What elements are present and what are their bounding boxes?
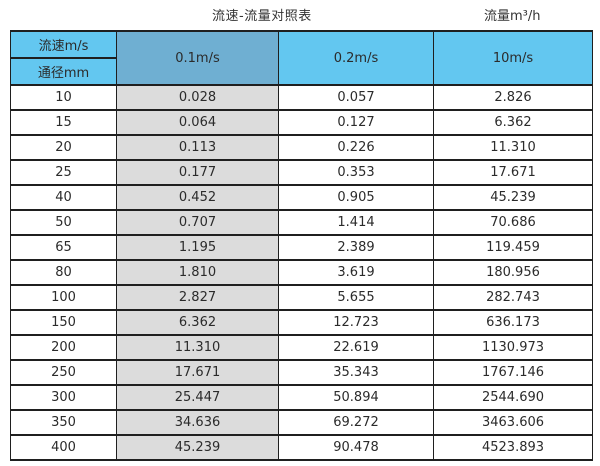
page-title: 流速-流量对照表 (212, 9, 312, 24)
table-row: 200 11.310 22.619 1130.973 (10, 334, 593, 361)
flow-value-cell: 22.619 (278, 334, 434, 361)
flow-value-cell: 17.671 (116, 359, 279, 386)
flow-value-cell: 0.064 (116, 109, 279, 136)
flow-value-cell: 3463.606 (433, 409, 593, 436)
diameter-cell: 150 (10, 309, 117, 336)
table-row: 40 0.452 0.905 45.239 (10, 184, 593, 211)
flow-value-cell: 0.127 (278, 109, 434, 136)
column-header-10ms: 10m/s (433, 30, 593, 86)
flow-value-cell: 2.827 (116, 284, 279, 311)
corner-velocity-label: 流速m/s (10, 30, 117, 59)
header-row-bottom: 通径mm (10, 57, 593, 86)
flow-unit-label: 流量m³/h (484, 9, 541, 24)
table-row: 80 1.810 3.619 180.956 (10, 259, 593, 286)
flow-value-cell: 1.195 (116, 234, 279, 261)
diameter-cell: 350 (10, 409, 117, 436)
flow-value-cell: 5.655 (278, 284, 434, 311)
flow-value-cell: 4523.893 (433, 434, 593, 461)
flow-value-cell: 0.177 (116, 159, 279, 186)
flow-value-cell: 17.671 (433, 159, 593, 186)
flow-value-cell: 282.743 (433, 284, 593, 311)
flow-value-cell: 45.239 (433, 184, 593, 211)
column-header-0.1ms: 0.1m/s (116, 30, 279, 86)
title-bar: 流速-流量对照表 流量m³/h (0, 0, 600, 30)
table-row: 25 0.177 0.353 17.671 (10, 159, 593, 186)
diameter-cell: 100 (10, 284, 117, 311)
flow-value-cell: 12.723 (278, 309, 434, 336)
diameter-cell: 300 (10, 384, 117, 411)
diameter-cell: 80 (10, 259, 117, 286)
diameter-cell: 10 (10, 84, 117, 111)
diameter-cell: 20 (10, 134, 117, 161)
table-row: 400 45.239 90.478 4523.893 (10, 434, 593, 461)
flow-value-cell: 0.028 (116, 84, 279, 111)
diameter-cell: 200 (10, 334, 117, 361)
flow-rate-table: 流速m/s 0.1m/s 0.2m/s 10m/s 通径mm 10 0.028 0.… (10, 30, 593, 461)
flow-value-cell: 119.459 (433, 234, 593, 261)
flow-value-cell: 1.414 (278, 209, 434, 236)
flow-value-cell: 69.272 (278, 409, 434, 436)
flow-value-cell: 6.362 (433, 109, 593, 136)
flow-value-cell: 2.826 (433, 84, 593, 111)
flow-value-cell: 0.057 (278, 84, 434, 111)
diameter-cell: 40 (10, 184, 117, 211)
diameter-cell: 250 (10, 359, 117, 386)
table-row: 10 0.028 0.057 2.826 (10, 84, 593, 111)
table-body: 10 0.028 0.057 2.826 15 0.064 0.127 6.362 20 0.11… (10, 84, 593, 461)
flow-value-cell: 3.619 (278, 259, 434, 286)
flow-value-cell: 1130.973 (433, 334, 593, 361)
flow-value-cell: 636.173 (433, 309, 593, 336)
flow-value-cell: 34.636 (116, 409, 279, 436)
table-header: 流速m/s 0.1m/s 0.2m/s 10m/s 通径mm (10, 30, 593, 86)
flow-value-cell: 0.226 (278, 134, 434, 161)
diameter-cell: 65 (10, 234, 117, 261)
table-row: 65 1.195 2.389 119.459 (10, 234, 593, 261)
flow-value-cell: 90.478 (278, 434, 434, 461)
table-row: 150 6.362 12.723 636.173 (10, 309, 593, 336)
diameter-cell: 25 (10, 159, 117, 186)
table-row: 300 25.447 50.894 2544.690 (10, 384, 593, 411)
flow-value-cell: 0.707 (116, 209, 279, 236)
flow-value-cell: 0.905 (278, 184, 434, 211)
flow-value-cell: 50.894 (278, 384, 434, 411)
table-row: 250 17.671 35.343 1767.146 (10, 359, 593, 386)
flow-value-cell: 0.452 (116, 184, 279, 211)
column-header-0.2ms: 0.2m/s (278, 30, 434, 86)
flow-value-cell: 25.447 (116, 384, 279, 411)
flow-value-cell: 2.389 (278, 234, 434, 261)
diameter-cell: 50 (10, 209, 117, 236)
flow-value-cell: 70.686 (433, 209, 593, 236)
flow-value-cell: 0.113 (116, 134, 279, 161)
diameter-cell: 400 (10, 434, 117, 461)
table-row: 15 0.064 0.127 6.362 (10, 109, 593, 136)
flow-value-cell: 45.239 (116, 434, 279, 461)
table-row: 350 34.636 69.272 3463.606 (10, 409, 593, 436)
flow-value-cell: 1767.146 (433, 359, 593, 386)
table-row: 50 0.707 1.414 70.686 (10, 209, 593, 236)
header-row-top: 流速m/s 0.1m/s 0.2m/s 10m/s (10, 30, 593, 86)
table-row: 20 0.113 0.226 11.310 (10, 134, 593, 161)
flow-value-cell: 6.362 (116, 309, 279, 336)
flow-value-cell: 2544.690 (433, 384, 593, 411)
flow-value-cell: 11.310 (433, 134, 593, 161)
flow-value-cell: 11.310 (116, 334, 279, 361)
flow-value-cell: 1.810 (116, 259, 279, 286)
diameter-cell: 15 (10, 109, 117, 136)
corner-diameter-label: 通径mm (10, 57, 117, 86)
flow-value-cell: 35.343 (278, 359, 434, 386)
table-row: 100 2.827 5.655 282.743 (10, 284, 593, 311)
flow-value-cell: 0.353 (278, 159, 434, 186)
flow-value-cell: 180.956 (433, 259, 593, 286)
